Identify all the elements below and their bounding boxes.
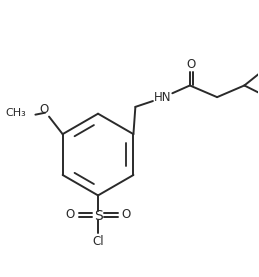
Text: O: O [186,58,196,71]
Text: S: S [94,209,102,223]
Text: O: O [65,208,74,221]
Text: O: O [122,208,131,221]
Text: O: O [40,103,49,116]
Text: HN: HN [154,91,171,104]
Text: CH₃: CH₃ [5,108,26,118]
Text: Cl: Cl [92,235,104,248]
